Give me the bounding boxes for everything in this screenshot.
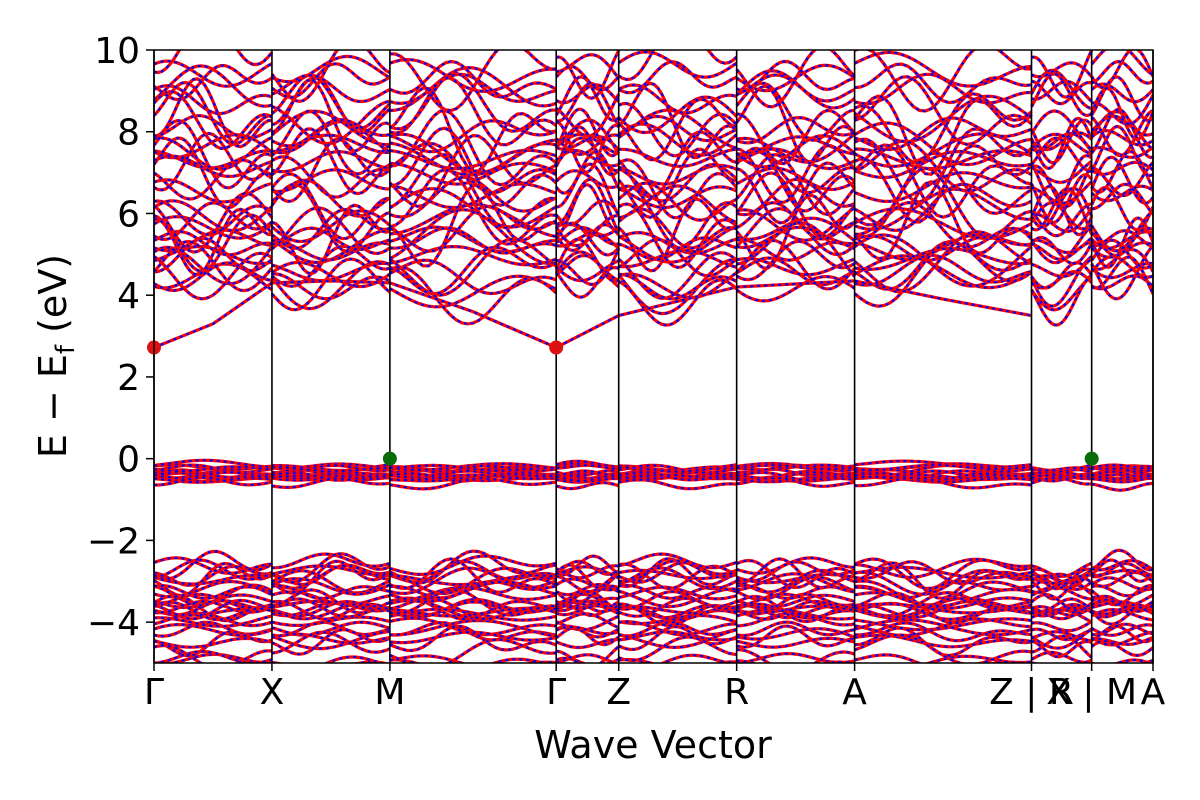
band-spin-down-line [154, 631, 1153, 663]
band-spin-up-line [154, 650, 1153, 663]
band-spin-down-line [154, 557, 1153, 601]
cbm-marker [549, 340, 564, 355]
y-tick-label: 2 [117, 358, 140, 399]
y-axis-label-sub: f [51, 344, 81, 354]
x-tick-label: Z [606, 672, 631, 713]
band-spin-down-line [154, 167, 1153, 273]
y-tick-label: 6 [117, 194, 140, 235]
y-tick-label: 10 [94, 31, 140, 72]
band-spin-down-line [154, 50, 1153, 93]
band-spin-down-line [154, 473, 1153, 484]
band-spin-down-line [154, 152, 1153, 254]
x-tick-label: A [1141, 672, 1166, 713]
bands-layer [154, 50, 1153, 663]
band-spin-down-line [154, 180, 1153, 276]
band-spin-down-line [154, 552, 1153, 579]
y-tick-label: 0 [117, 440, 140, 481]
band-spin-up-line [154, 564, 1153, 587]
vbm-marker [382, 451, 397, 466]
y-axis-label: E − Ef (eV) [31, 254, 81, 458]
band-spin-down-line [154, 463, 1153, 473]
band-spin-down-line [154, 201, 1153, 257]
band-spin-down-line [154, 572, 1153, 608]
band-spin-down-line [154, 238, 1153, 327]
y-axis-label-unit: (eV) [31, 254, 75, 345]
band-spin-down-line [154, 476, 1153, 492]
x-tick-label: Γ [546, 672, 566, 713]
band-spin-down-line [154, 77, 1153, 176]
x-tick-label: Γ [144, 672, 164, 713]
y-ticks: 10 8 6 4 2 0 −2 −4 [87, 31, 154, 644]
y-tick-label: 4 [117, 276, 140, 317]
y-tick-label: −2 [87, 521, 140, 562]
x-tick-label: X [260, 672, 285, 713]
plot-frame [153, 49, 1154, 664]
band-spin-down-line [154, 245, 1153, 282]
x-axis-label: Wave Vector [534, 723, 772, 767]
vbm-marker [1084, 451, 1099, 466]
y-axis-label-main: E − E [31, 354, 75, 458]
band-spin-down-line [154, 108, 1153, 204]
band-spin-down-line [154, 580, 1153, 600]
x-tick-label: A [842, 672, 867, 713]
x-tick-label: R [724, 672, 749, 713]
band-spin-down-line [154, 73, 1153, 115]
x-tick-label: Z | R [989, 672, 1074, 713]
y-tick-label: −4 [87, 603, 140, 644]
band-spin-down-line [154, 620, 1153, 642]
lowest-conduction-band-line [154, 279, 1032, 349]
x-tick-label: X | M [1046, 672, 1137, 713]
band-spin-down-line [154, 597, 1153, 621]
band-spin-down-line [154, 136, 1153, 203]
band-spin-down-line [154, 469, 1153, 481]
band-spin-down-line [154, 618, 1153, 650]
y-tick-label: 8 [117, 113, 140, 154]
x-tick-label: M [374, 672, 405, 713]
band-spin-down-line [154, 630, 1153, 649]
band-spin-down-line [154, 147, 1153, 186]
